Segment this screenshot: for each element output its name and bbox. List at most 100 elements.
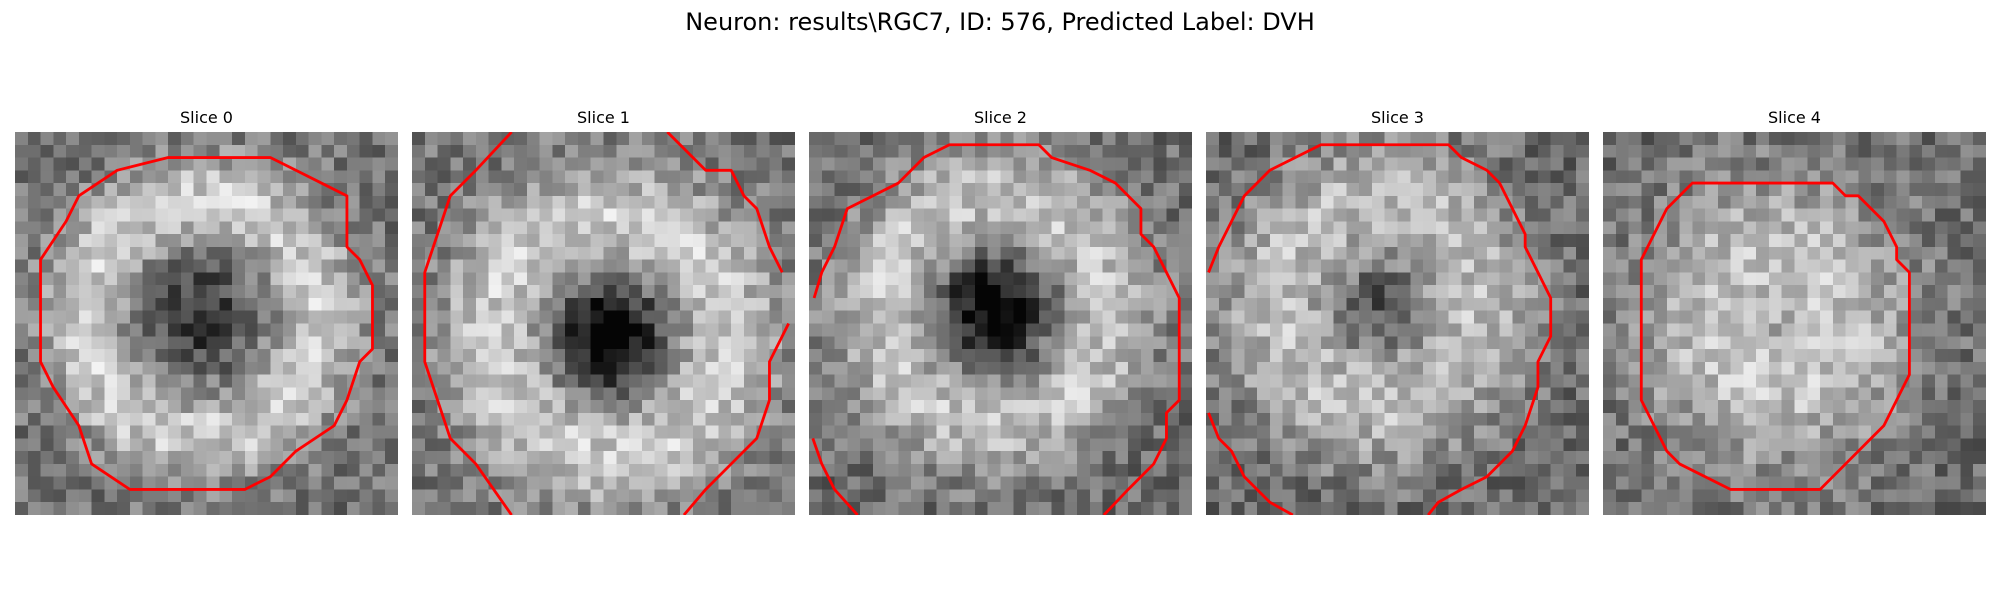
pixel	[321, 489, 335, 503]
pixel	[1768, 463, 1782, 477]
pixel	[1576, 297, 1589, 311]
pixel	[1257, 361, 1271, 375]
pixel	[1486, 285, 1500, 299]
pixel	[1244, 502, 1258, 515]
pixel	[424, 476, 438, 490]
pixel	[142, 297, 156, 311]
pixel	[1820, 170, 1834, 184]
pixel	[872, 323, 886, 337]
pixel	[654, 183, 668, 197]
pixel	[1038, 489, 1052, 503]
pixel	[40, 387, 54, 401]
pixel	[1820, 412, 1834, 426]
pixel	[1102, 285, 1116, 299]
pixel	[1896, 361, 1910, 375]
pixel	[974, 259, 988, 273]
pixel	[1038, 132, 1052, 146]
pixel	[962, 463, 976, 477]
pixel	[1909, 234, 1923, 248]
pixel	[936, 425, 950, 439]
pixel	[1320, 246, 1334, 260]
pixel	[1883, 323, 1897, 337]
pixel	[603, 144, 617, 158]
pixel	[219, 323, 233, 337]
pixel	[1512, 387, 1526, 401]
pixel	[1077, 310, 1091, 324]
pixel	[860, 297, 874, 311]
pixel	[129, 272, 143, 286]
pixel	[1705, 272, 1719, 286]
pixel	[1064, 221, 1078, 235]
pixel	[860, 400, 874, 414]
pixel	[1666, 208, 1680, 222]
pixel	[244, 208, 258, 222]
pixel	[718, 451, 732, 465]
pixel	[206, 323, 220, 337]
pixel	[1359, 157, 1373, 171]
pixel	[168, 374, 182, 388]
pixel	[232, 157, 246, 171]
pixel	[718, 374, 732, 388]
pixel	[680, 157, 694, 171]
pixel	[142, 272, 156, 286]
pixel	[1461, 246, 1475, 260]
pixel	[1064, 195, 1078, 209]
pixel	[1320, 195, 1334, 209]
pixel	[1153, 183, 1167, 197]
pixel	[1883, 336, 1897, 350]
pixel	[1973, 374, 1986, 388]
pixel	[1333, 502, 1347, 515]
pixel	[987, 272, 1001, 286]
pixel	[219, 132, 233, 146]
pixel	[1794, 502, 1808, 515]
pixel	[334, 144, 348, 158]
pixel	[1257, 400, 1271, 414]
slice-title: Slice 2	[974, 108, 1027, 127]
pixel	[232, 387, 246, 401]
pixel	[1743, 285, 1757, 299]
pixel	[1140, 195, 1154, 209]
pixel	[1384, 438, 1398, 452]
pixel	[385, 489, 398, 503]
pixel	[1346, 463, 1360, 477]
pixel	[1512, 144, 1526, 158]
pixel	[847, 374, 861, 388]
pixel	[27, 502, 41, 515]
pixel	[372, 157, 386, 171]
pixel	[257, 259, 271, 273]
pixel	[1410, 349, 1424, 363]
pixel	[1064, 412, 1078, 426]
pixel	[1679, 170, 1693, 184]
pixel	[756, 349, 770, 363]
pixel	[1576, 361, 1589, 375]
pixel	[1435, 463, 1449, 477]
pixel	[1499, 132, 1513, 146]
pixel	[962, 285, 976, 299]
pixel	[782, 310, 795, 324]
pixel	[283, 400, 297, 414]
pixel	[1934, 451, 1948, 465]
pixel	[1679, 463, 1693, 477]
pixel	[1346, 387, 1360, 401]
pixel	[860, 349, 874, 363]
pixel	[1615, 476, 1629, 490]
pixel	[769, 221, 783, 235]
pixel	[219, 476, 233, 490]
pixel	[1013, 246, 1027, 260]
pixel	[1973, 387, 1986, 401]
pixel	[1679, 132, 1693, 146]
pixel	[743, 451, 757, 465]
pixel	[847, 272, 861, 286]
pixel	[1257, 387, 1271, 401]
pixel	[475, 195, 489, 209]
pixel	[1000, 387, 1014, 401]
pixel	[334, 259, 348, 273]
pixel	[1115, 221, 1129, 235]
pixel	[450, 400, 464, 414]
pixel	[1730, 157, 1744, 171]
pixel	[718, 323, 732, 337]
pixel	[295, 208, 309, 222]
pixel	[1820, 425, 1834, 439]
pixel	[180, 285, 194, 299]
pixel	[1768, 387, 1782, 401]
